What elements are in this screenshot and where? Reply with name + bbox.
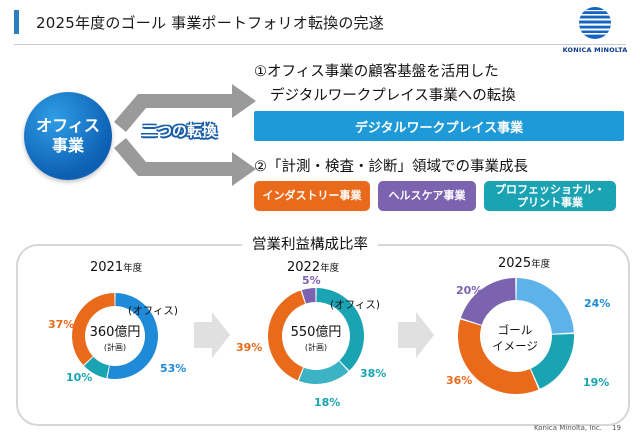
donut3-pct-orange: 36%	[446, 374, 473, 387]
donut-2021	[72, 293, 158, 379]
office-circle-line1: オフィス	[36, 116, 100, 135]
chart-arrow-1-icon	[194, 312, 230, 358]
footer-company: Konica Minolta, Inc.	[534, 424, 602, 432]
office-business-circle: オフィス 事業	[24, 92, 112, 180]
donut2-slice-purple	[301, 288, 316, 304]
donut3-slice-orange	[458, 319, 539, 394]
donut2-slice-office	[316, 288, 365, 371]
donut2-pct-purple: 5%	[302, 274, 321, 287]
donut1-pct-teal: 10%	[66, 371, 93, 384]
donut2-slice-orange	[267, 290, 306, 381]
year-label-2022: 2022年度	[287, 260, 339, 275]
donut2-pct-orange: 39%	[236, 341, 263, 354]
logo-wordmark: KONICA MINOLTA	[562, 46, 628, 54]
donut3-slice-teal	[530, 334, 574, 389]
donut1-slice-teal	[84, 356, 109, 379]
year-2022-value: 2022	[287, 260, 321, 275]
title-accent-bar	[14, 10, 19, 34]
donut-2022	[267, 288, 365, 384]
company-logo: KONICA MINOLTA	[562, 6, 628, 54]
goal-line1: ゴール	[497, 323, 533, 337]
year-label-2021: 2021年度	[90, 260, 142, 275]
donut1-slice-orange	[72, 293, 115, 365]
page-number: 19	[612, 424, 621, 432]
donut1-office-label: (オフィス)	[128, 305, 178, 317]
lower-arrow-icon	[114, 138, 256, 186]
goal-line2: イメージ	[492, 338, 538, 353]
logo-globe-icon	[579, 7, 611, 39]
donut3-slice-office	[516, 278, 574, 334]
donut3-center-text: ゴール イメージ	[480, 323, 550, 354]
donut1-pct-orange: 37%	[48, 318, 75, 331]
donut1-center-note: (計画)	[103, 343, 127, 352]
year-2021-suffix: 年度	[123, 263, 143, 274]
professional-print-pill: プロフェッショナル・ プリント事業	[484, 181, 616, 211]
chart-arrow-2-icon	[398, 312, 434, 358]
profit-ratio-title: 営業利益構成比率	[242, 233, 378, 254]
donut2-center-value: 550億円	[290, 325, 342, 340]
office-circle-line2: 事業	[51, 136, 84, 155]
transform1-line1: ①オフィス事業の顧客基盤を活用した	[254, 64, 499, 80]
donut3-pct-teal: 19%	[583, 376, 610, 389]
digital-workplace-bar: デジタルワークプレイス事業	[254, 111, 624, 141]
transform1-line2: デジタルワークプレイス事業への転換	[270, 88, 516, 104]
title-divider	[14, 44, 626, 45]
two-transforms-label: 二つの転換	[142, 122, 218, 140]
professional-print-label: プロフェッショナル・ プリント事業	[495, 182, 605, 209]
upper-arrow-icon	[114, 84, 256, 132]
donut2-center-note: (計画)	[304, 343, 328, 352]
donut2-slice-teal	[298, 361, 349, 384]
donut3-slice-purple	[460, 278, 516, 325]
donut3-pct-office: 24%	[584, 297, 611, 310]
donut2-office-label: (オフィス)	[330, 299, 380, 311]
year-label-2025: 2025年度	[498, 256, 550, 271]
donut-2025	[458, 278, 574, 394]
healthcare-business-pill: ヘルスケア事業	[378, 181, 476, 211]
page-title: 2025年度のゴール 事業ポートフォリオ転換の完遂	[36, 14, 384, 32]
industry-business-pill: インダストリー事業	[254, 181, 370, 211]
transform2-heading: ②「計測・検査・診断」領域での事業成長	[254, 159, 528, 175]
transform-arrows	[114, 84, 256, 186]
donut1-pct-office: 53%	[160, 362, 187, 375]
year-2022-suffix: 年度	[320, 263, 340, 274]
donut2-pct-teal: 18%	[314, 396, 341, 409]
donut3-pct-purple: 20%	[456, 284, 483, 297]
year-2025-suffix: 年度	[531, 259, 551, 270]
donut1-center-value: 360億円	[89, 325, 141, 340]
year-2025-value: 2025	[498, 256, 532, 271]
donut1-slice-office	[107, 293, 158, 379]
year-2021-value: 2021	[90, 260, 124, 275]
donut2-pct-office: 38%	[360, 367, 387, 380]
